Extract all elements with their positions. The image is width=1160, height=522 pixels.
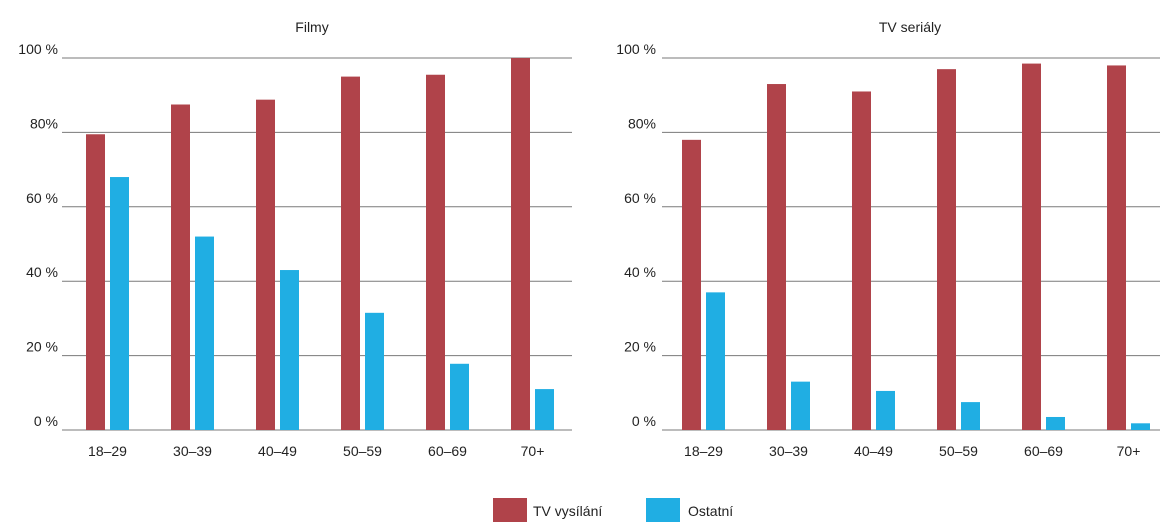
bar-ostatni-50-59 — [365, 312, 384, 430]
y-tick-label: 20 % — [624, 339, 656, 355]
bar-tv-vysilani-40-49 — [852, 91, 871, 430]
y-tick-label: 20 % — [26, 339, 58, 355]
bar-ostatni-30-39 — [791, 381, 810, 430]
bar-ostatni-18-29 — [110, 177, 129, 430]
bar-ostatni-60-69 — [1046, 416, 1065, 430]
bar-ostatni-30-39 — [195, 236, 214, 430]
chart-panel-tv-serialy: TV seriály 0 % 20 % 40 % 60 % 80% 100 % 18–29 30… — [616, 19, 1160, 459]
x-tick-label: 30–39 — [173, 443, 212, 459]
legend-swatch-ostatni — [646, 498, 680, 522]
bar-tv-vysilani-70 — [1107, 65, 1126, 430]
x-tick-label: 50–59 — [343, 443, 382, 459]
bar-tv-vysilani-60-69 — [426, 74, 445, 431]
bar-tv-vysilani-60-69 — [1022, 63, 1041, 431]
bar-tv-vysilani-18-29 — [682, 139, 701, 430]
bar-tv-vysilani-70 — [511, 58, 530, 430]
x-tick-label: 60–69 — [1024, 443, 1063, 459]
x-tick-label: 60–69 — [428, 443, 467, 459]
y-tick-label: 60 % — [624, 190, 656, 206]
x-tick-label: 70+ — [1117, 443, 1141, 459]
x-tick-label: 18–29 — [684, 443, 723, 459]
x-tick-label: 40–49 — [854, 443, 893, 459]
legend-swatch-tv-vysilani — [493, 498, 527, 522]
y-tick-label: 40 % — [26, 264, 58, 280]
y-tick-label: 60 % — [26, 190, 58, 206]
bar-tv-vysilani-50-59 — [341, 76, 360, 430]
bar-ostatni-18-29 — [706, 292, 725, 430]
chart-title-filmy: Filmy — [295, 19, 328, 35]
x-tick-label: 18–29 — [88, 443, 127, 459]
bar-ostatni-70 — [1131, 423, 1150, 430]
bar-tv-vysilani-30-39 — [171, 104, 190, 430]
x-tick-label: 40–49 — [258, 443, 297, 459]
legend: TV vysílání Ostatní — [493, 498, 733, 522]
chart-title-tv-serialy: TV seriály — [879, 19, 941, 35]
legend-label-ostatni: Ostatní — [688, 503, 733, 519]
y-tick-label: 0 % — [34, 413, 58, 429]
y-tick-label: 100 % — [616, 41, 656, 57]
bar-tv-vysilani-50-59 — [937, 69, 956, 430]
bar-ostatni-70 — [535, 389, 554, 430]
bar-ostatni-40-49 — [876, 390, 895, 430]
y-tick-label: 0 % — [632, 413, 656, 429]
bar-tv-vysilani-40-49 — [256, 99, 275, 430]
bar-tv-vysilani-18-29 — [86, 134, 105, 430]
bar-tv-vysilani-30-39 — [767, 84, 786, 430]
x-tick-label: 30–39 — [769, 443, 808, 459]
legend-label-tv-vysilani: TV vysílání — [533, 503, 602, 519]
chart-panel-filmy: Filmy 0 % 20 % 40 % 60 % 80% 100 % 18–29 30–39 40… — [18, 19, 572, 459]
x-tick-label: 70+ — [521, 443, 545, 459]
bar-ostatni-50-59 — [961, 402, 980, 430]
y-tick-label: 40 % — [624, 264, 656, 280]
y-tick-label: 100 % — [18, 41, 58, 57]
y-tick-label: 80% — [628, 115, 656, 131]
y-tick-label: 80% — [30, 115, 58, 131]
bar-ostatni-40-49 — [280, 270, 299, 430]
bar-ostatni-60-69 — [450, 363, 469, 430]
x-tick-label: 50–59 — [939, 443, 978, 459]
